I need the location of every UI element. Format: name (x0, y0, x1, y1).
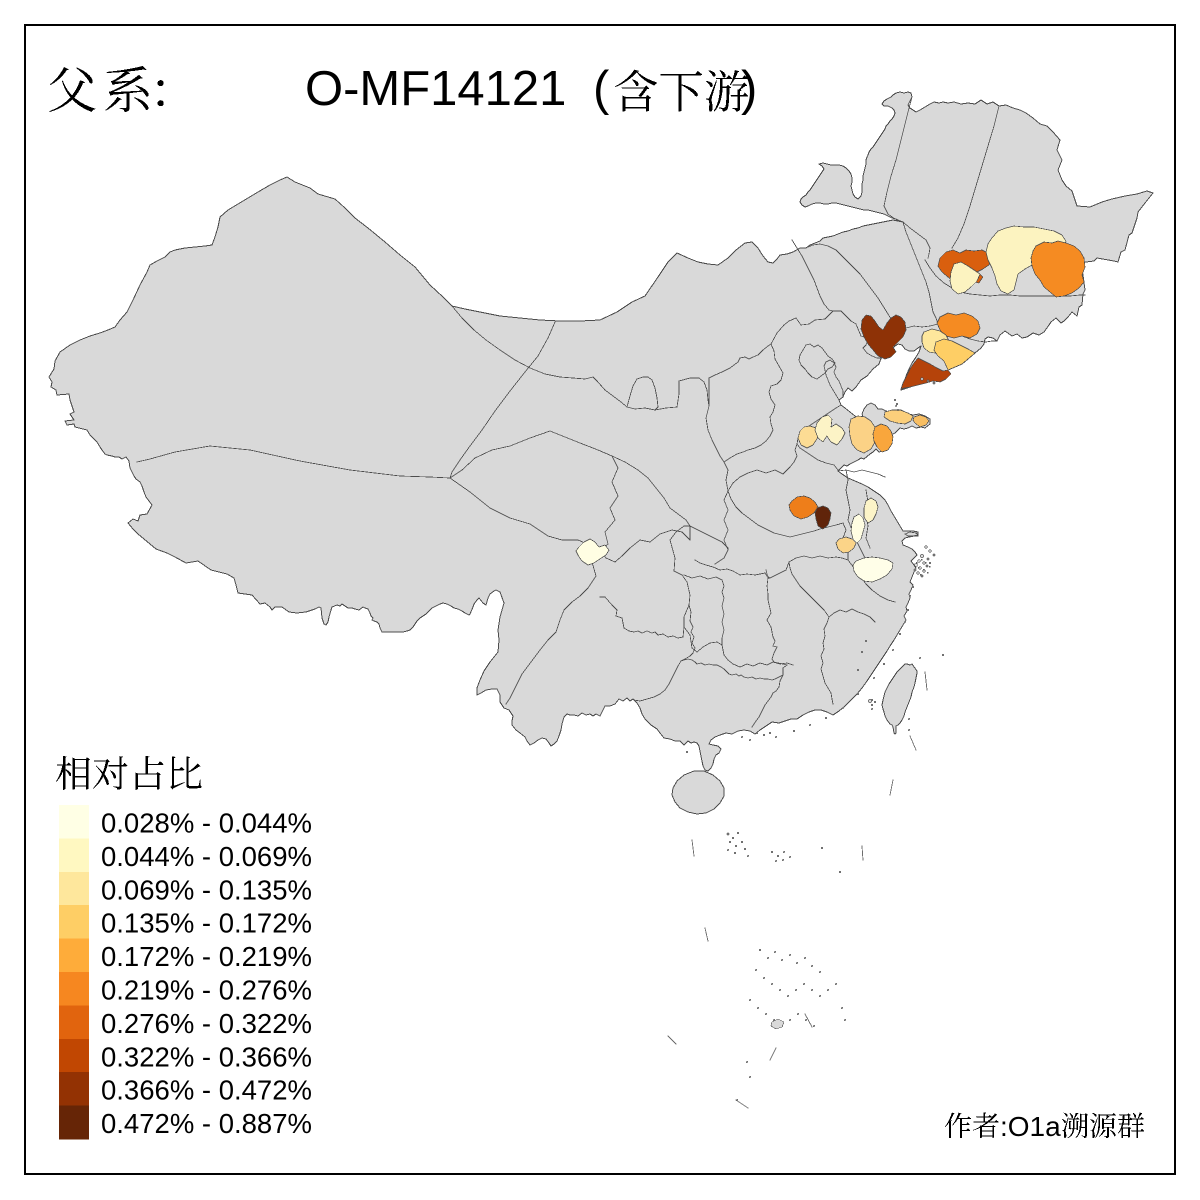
svg-text:O-MF14121: O-MF14121 (305, 62, 566, 116)
svg-text:0.366% - 0.472%: 0.366% - 0.472% (101, 1075, 312, 1106)
svg-text:0.135% - 0.172%: 0.135% - 0.172% (101, 908, 312, 939)
svg-text:0.044% - 0.069%: 0.044% - 0.069% (101, 841, 312, 872)
svg-text:0.322% - 0.366%: 0.322% - 0.366% (101, 1041, 312, 1072)
svg-text:0.219% - 0.276%: 0.219% - 0.276% (101, 975, 312, 1006)
svg-text:(: ( (593, 62, 610, 116)
svg-text:0.276% - 0.322%: 0.276% - 0.322% (101, 1008, 312, 1039)
svg-text:0.172% - 0.219%: 0.172% - 0.219% (101, 941, 312, 972)
svg-text:0.472% - 0.887%: 0.472% - 0.887% (101, 1108, 312, 1139)
svg-text:0.069% - 0.135%: 0.069% - 0.135% (101, 874, 312, 905)
svg-text::O1a: :O1a (1000, 1111, 1061, 1142)
svg-text:0.028% - 0.044%: 0.028% - 0.044% (101, 808, 312, 839)
svg-text:): ) (741, 62, 757, 116)
